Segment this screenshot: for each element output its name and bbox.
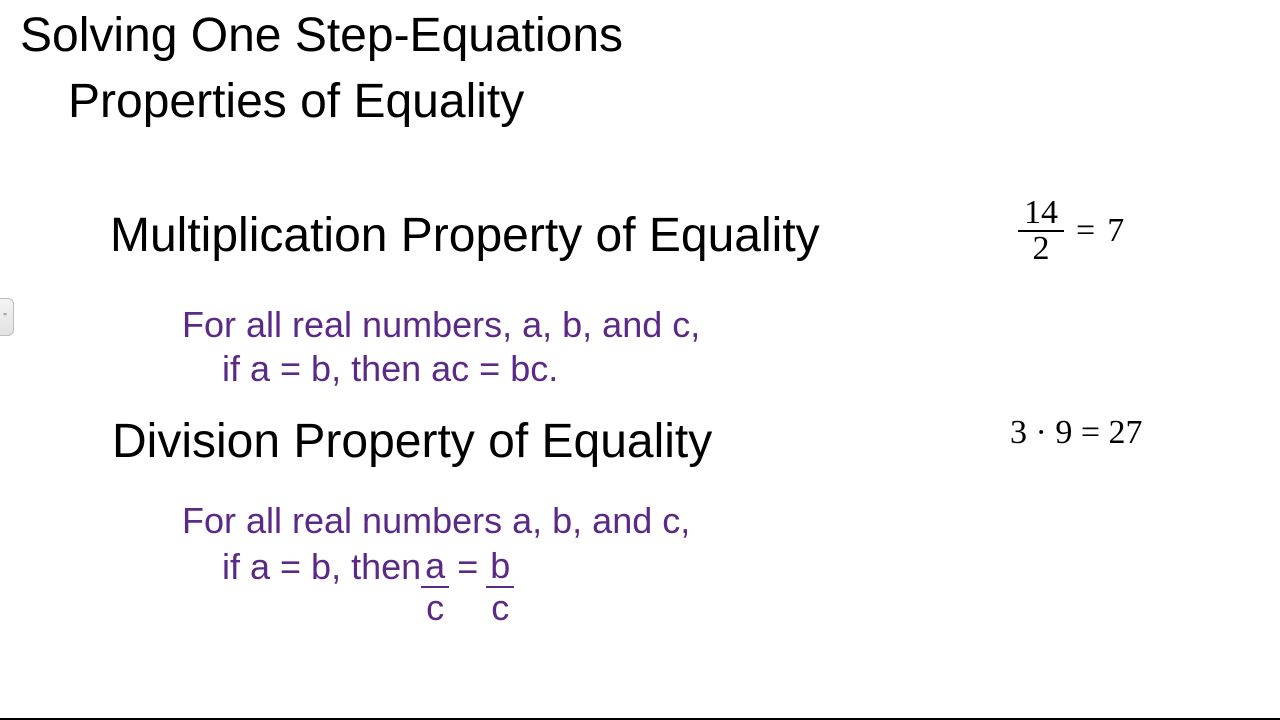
equals-sign: = [449, 546, 486, 588]
fraction1-denominator: c [422, 588, 448, 628]
multiplication-property-heading: Multiplication Property of Equality [110, 208, 820, 263]
handwritten-example-2: 3 · 9 = 27 [1010, 414, 1143, 452]
handwritten-example-1: 14 2 = 7 [1018, 196, 1124, 266]
fraction2-numerator: b [486, 546, 514, 588]
fraction2-denominator: c [487, 588, 513, 628]
multiplication-property-line1: For all real numbers, a, b, and c, [182, 304, 700, 346]
division-line2-prefix: if a = b, then [222, 546, 421, 588]
division-property-heading: Division Property of Equality [112, 414, 712, 469]
fraction1-numerator: a [421, 546, 449, 588]
fraction-b-over-c: b c [486, 546, 514, 627]
division-property-line1: For all real numbers a, b, and c, [182, 500, 690, 542]
page-title-main: Solving One Step-Equations [20, 8, 623, 63]
division-property-line2: if a = b, then a c = b c [222, 546, 514, 627]
hand-frac-denominator: 2 [1027, 232, 1056, 266]
hand-equals-1: = [1076, 212, 1095, 250]
multiplication-property-line2: if a = b, then ac = bc. [222, 348, 558, 390]
hand-result-7: 7 [1107, 212, 1124, 250]
side-handle-glyph: " [3, 312, 7, 323]
hand-frac-numerator: 14 [1018, 196, 1064, 232]
side-handle-widget[interactable]: " [0, 298, 14, 336]
page-title-sub: Properties of Equality [68, 74, 524, 129]
hand-fraction-14-over-2: 14 2 [1018, 196, 1064, 266]
fraction-a-over-c: a c [421, 546, 449, 627]
